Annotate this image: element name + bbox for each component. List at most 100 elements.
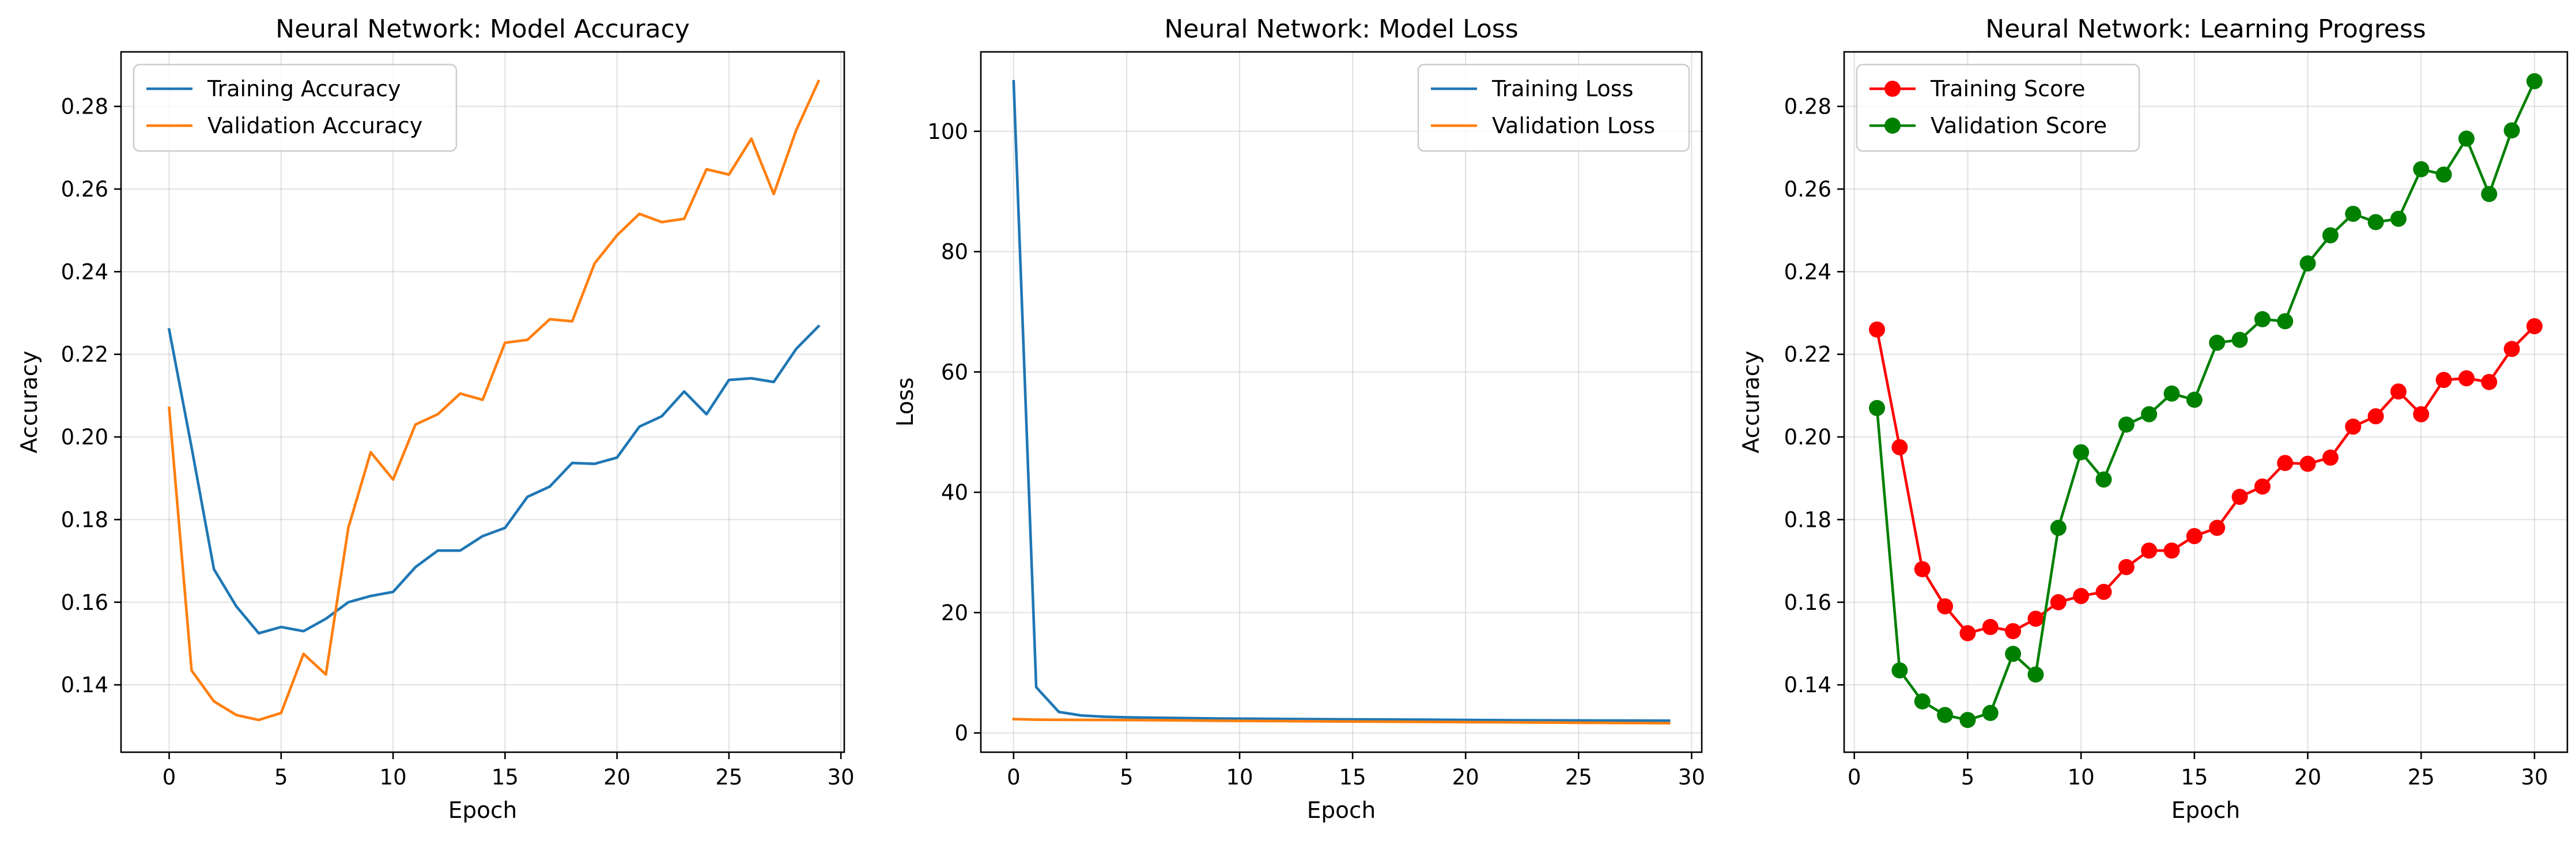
progress-data-point-1 xyxy=(2299,255,2316,272)
progress-data-point-0 xyxy=(2118,559,2135,575)
accuracy-legend: Training Accuracy Validation Accuracy xyxy=(133,63,458,152)
accuracy-chart-panel: 0 5 10 15 20 25 30 0.14 0.16 0.18 0.20 0.22 0.24 0.26… xyxy=(17,14,855,824)
progress-data-point-0 xyxy=(2481,374,2498,390)
progress-data-point-1 xyxy=(2050,519,2067,536)
progress-data-point-1 xyxy=(1914,693,1931,710)
progress-data-point-1 xyxy=(2005,646,2022,662)
progress-data-point-1 xyxy=(2481,186,2498,202)
loss-chart-panel: 0 5 10 15 20 25 30 0 20 40 60 80 100 Neural Network: … xyxy=(893,14,1705,824)
progress-legend-label: Validation Score xyxy=(1931,113,2107,138)
progress-data-point-0 xyxy=(1959,625,1976,642)
progress-data-point-1 xyxy=(1891,662,1908,679)
progress-y-tick-label: 0.18 xyxy=(1784,507,1831,532)
progress-data-point-0 xyxy=(2299,455,2316,472)
loss-y-tick-label: 60 xyxy=(941,360,968,384)
accuracy-y-tick-label: 0.28 xyxy=(61,95,108,119)
progress-x-tick-label: 25 xyxy=(2408,765,2435,790)
progress-chart-title: Neural Network: Learning Progress xyxy=(1985,14,2426,44)
progress-data-point-0 xyxy=(2209,519,2226,536)
progress-y-tick-label: 0.26 xyxy=(1784,177,1831,202)
progress-data-point-0 xyxy=(2345,418,2362,435)
loss-x-tick-label: 25 xyxy=(1565,765,1592,790)
progress-data-point-0 xyxy=(1891,439,1908,455)
progress-legend-label: Training Score xyxy=(1930,76,2085,101)
loss-series-line-0 xyxy=(1012,80,1671,722)
accuracy-x-tick-label: 0 xyxy=(163,765,176,790)
accuracy-x-tick-label: 20 xyxy=(603,765,630,790)
accuracy-y-axis-label: Accuracy xyxy=(17,350,43,453)
progress-x-tick-label: 15 xyxy=(2181,765,2208,790)
accuracy-y-tick-label: 0.22 xyxy=(61,342,108,367)
accuracy-chart-title: Neural Network: Model Accuracy xyxy=(275,14,690,44)
accuracy-x-axis-label: Epoch xyxy=(448,798,517,824)
learning-progress-chart-panel: 0 5 10 15 20 25 30 0.14 0.16 0.18 0.20 0.22 0.24 0.26… xyxy=(1739,14,2569,824)
loss-x-tick-label: 30 xyxy=(1678,765,1705,790)
accuracy-y-tick-label: 0.24 xyxy=(61,259,108,284)
progress-data-point-1 xyxy=(2209,334,2226,351)
progress-y-axis-label: Accuracy xyxy=(1739,350,1765,453)
progress-y-tick-label: 0.28 xyxy=(1784,95,1831,119)
progress-data-point-1 xyxy=(2095,471,2112,488)
progress-legend-marker xyxy=(1884,118,1901,134)
progress-data-point-1 xyxy=(2073,444,2090,461)
progress-x-tick-label: 30 xyxy=(2521,765,2548,790)
progress-data-point-0 xyxy=(2322,449,2339,466)
accuracy-series-line-1 xyxy=(168,79,821,722)
accuracy-x-tick-label: 15 xyxy=(492,765,519,790)
progress-data-point-1 xyxy=(2367,214,2384,231)
progress-x-tick-label: 0 xyxy=(1848,765,1861,790)
progress-data-point-0 xyxy=(1982,618,1999,635)
loss-x-tick-label: 15 xyxy=(1339,765,1366,790)
progress-data-point-1 xyxy=(1959,712,1976,729)
accuracy-legend-label: Validation Accuracy xyxy=(207,113,422,138)
loss-y-tick-label: 80 xyxy=(941,240,968,265)
accuracy-x-tick-label: 10 xyxy=(380,765,407,790)
progress-data-point-0 xyxy=(2141,542,2158,559)
progress-data-point-1 xyxy=(2163,385,2180,402)
progress-data-point-0 xyxy=(2458,370,2475,387)
loss-y-tick-label: 40 xyxy=(941,480,968,505)
loss-legend-label: Validation Loss xyxy=(1492,113,1655,138)
progress-data-point-0 xyxy=(2050,594,2067,610)
loss-legend: Training Loss Validation Loss xyxy=(1417,63,1690,152)
progress-data-point-1 xyxy=(2186,391,2203,408)
progress-y-tick-label: 0.16 xyxy=(1784,590,1831,615)
progress-data-point-1 xyxy=(2435,166,2452,183)
loss-y-tick-label: 20 xyxy=(941,601,968,625)
loss-y-tick-label: 100 xyxy=(927,119,968,144)
loss-x-tick-label: 20 xyxy=(1452,765,1479,790)
progress-y-tick-label: 0.24 xyxy=(1784,259,1831,284)
progress-data-point-0 xyxy=(2163,542,2180,559)
progress-data-point-0 xyxy=(2005,623,2022,639)
progress-data-point-0 xyxy=(2526,318,2543,334)
progress-data-point-1 xyxy=(1982,704,1999,721)
progress-x-tick-label: 10 xyxy=(2068,765,2095,790)
loss-legend-label: Training Loss xyxy=(1491,76,1633,101)
accuracy-legend-box xyxy=(133,63,458,152)
accuracy-x-tick-label: 30 xyxy=(828,765,855,790)
loss-legend-box xyxy=(1417,63,1690,152)
accuracy-x-tick-label: 25 xyxy=(715,765,742,790)
loss-x-axis-label: Epoch xyxy=(1307,798,1376,824)
progress-data-point-0 xyxy=(2503,341,2520,357)
loss-y-axis-label: Loss xyxy=(893,378,919,427)
progress-data-point-1 xyxy=(2526,73,2543,89)
progress-legend-box xyxy=(1856,63,2140,152)
loss-x-tick-label: 5 xyxy=(1120,765,1134,790)
loss-axes-frame xyxy=(980,51,1703,753)
progress-data-point-0 xyxy=(2027,610,2044,627)
progress-data-point-1 xyxy=(2413,161,2430,178)
progress-data-point-0 xyxy=(1937,598,1954,614)
progress-data-point-1 xyxy=(2231,331,2248,348)
accuracy-x-tick-label: 5 xyxy=(274,765,288,790)
progress-legend-marker xyxy=(1884,81,1901,97)
progress-y-tick-label: 0.14 xyxy=(1784,673,1831,697)
progress-data-point-1 xyxy=(2345,205,2362,222)
accuracy-y-tick-label: 0.14 xyxy=(61,673,108,697)
accuracy-y-tick-label: 0.26 xyxy=(61,177,108,202)
accuracy-axes-frame xyxy=(120,51,845,753)
progress-data-point-1 xyxy=(2141,406,2158,423)
progress-axes-frame xyxy=(1843,51,2569,753)
accuracy-y-tick-label: 0.18 xyxy=(61,507,108,532)
progress-data-point-0 xyxy=(2186,528,2203,545)
